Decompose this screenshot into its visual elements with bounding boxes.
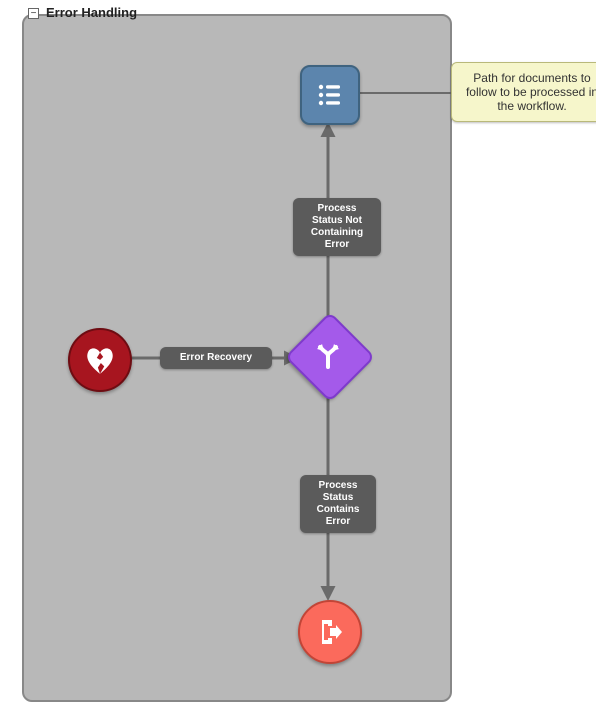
collapse-toggle[interactable]: − [28, 8, 39, 19]
edge-label-not-containing-error: Process Status Not Containing Error [293, 198, 381, 256]
exit-icon [314, 616, 346, 648]
edge-label-error-recovery: Error Recovery [160, 347, 272, 369]
broken-heart-icon [83, 343, 117, 377]
list-node[interactable] [300, 65, 360, 125]
container-title: Error Handling [42, 5, 141, 20]
list-icon [315, 80, 345, 110]
decision-node[interactable] [298, 325, 358, 385]
error-source-node[interactable] [68, 328, 132, 392]
callout-text: Path for documents to follow to be proce… [466, 71, 596, 113]
diagram-root: − Error Handling [0, 0, 596, 717]
edge-label-contains-error: Process Status Contains Error [300, 475, 376, 533]
split-icon [312, 339, 344, 371]
callout-note: Path for documents to follow to be proce… [451, 62, 596, 122]
exit-node[interactable] [298, 600, 362, 664]
